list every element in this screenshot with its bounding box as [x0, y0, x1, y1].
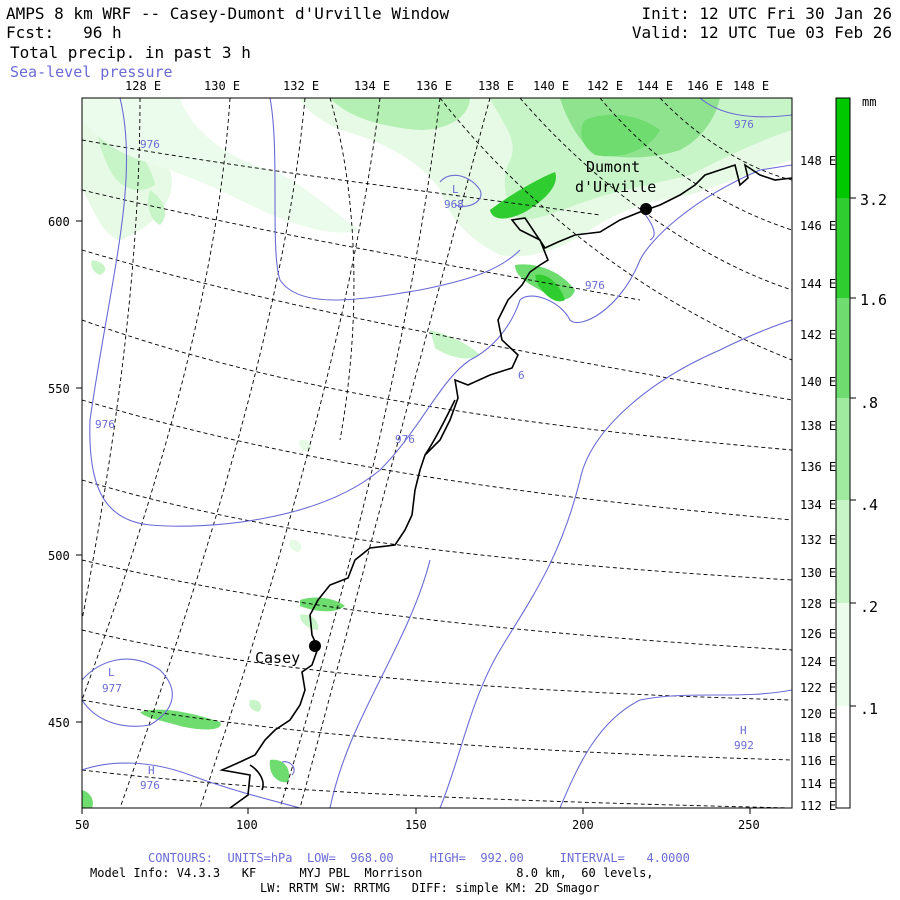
- top-lon-labels: 128 E 130 E 132 E 134 E 136 E 138 E 140 …: [125, 79, 769, 93]
- forecast-hour: Fcst: 96 h: [6, 23, 122, 42]
- lon-label: 130 E: [800, 566, 836, 580]
- lon-label: 134 E: [354, 79, 390, 93]
- right-lon-labels: 148 E 146 E 144 E 142 E 140 E 138 E 136 …: [800, 154, 836, 813]
- lon-label: 134 E: [800, 498, 836, 512]
- precip-shading: [82, 98, 792, 808]
- pressure-contours: [82, 98, 792, 808]
- y-tick-label: 500: [48, 549, 70, 563]
- lon-label: 148 E: [800, 154, 836, 168]
- station-label-durville: d'Urville: [575, 178, 656, 196]
- valid-time: Valid: 12 UTC Tue 03 Feb 26: [631, 23, 892, 42]
- lon-label: 114 E: [800, 777, 836, 791]
- lon-label: 138 E: [800, 419, 836, 433]
- pressure-label: H: [740, 724, 747, 737]
- lon-label: 136 E: [800, 460, 836, 474]
- x-tick-label: 50: [75, 818, 89, 832]
- pressure-label: H: [148, 764, 155, 777]
- lon-label: 126 E: [800, 627, 836, 641]
- colorbar-swatch: [836, 500, 850, 603]
- pressure-label: 976: [140, 779, 160, 792]
- init-time: Init: 12 UTC Fri 30 Jan 26: [641, 4, 892, 23]
- lon-label: 132 E: [800, 533, 836, 547]
- lon-label: 148 E: [733, 79, 769, 93]
- pressure-label-layer: 976 L 968 976 976 976 976 6 L 977 H 976 …: [95, 118, 754, 792]
- lon-label: 146 E: [800, 219, 836, 233]
- x-tick-label: 200: [572, 818, 594, 832]
- y-tick-label: 600: [48, 215, 70, 229]
- pressure-label: 976: [734, 118, 754, 131]
- physics-info: LW: RRTM SW: RRTMG DIFF: simple KM: 2D S…: [260, 881, 600, 895]
- lon-label: 140 E: [800, 375, 836, 389]
- y-tick-label: 550: [48, 382, 70, 396]
- colorbar-swatch: [836, 198, 850, 298]
- station-label-dumont: Dumont: [586, 158, 640, 176]
- pressure-label: 968: [444, 198, 464, 211]
- lon-label: 140 E: [533, 79, 569, 93]
- x-tick-label: 100: [236, 818, 258, 832]
- colorbar-unit: mm: [862, 95, 876, 109]
- contour-info: CONTOURS: UNITS=hPa LOW= 968.00 HIGH= 99…: [148, 851, 690, 865]
- lon-label: 122 E: [800, 681, 836, 695]
- pressure-label: L: [108, 666, 115, 679]
- pressure-label: 976: [140, 138, 160, 151]
- station-dumont-durville: Dumont d'Urville: [575, 158, 656, 215]
- colorbar-swatch-blank: [836, 706, 850, 808]
- colorbar-swatch: [836, 398, 850, 500]
- lon-label: 124 E: [800, 655, 836, 669]
- lon-label: 136 E: [416, 79, 452, 93]
- pressure-label: 976: [95, 418, 115, 431]
- pressure-label: 992: [734, 739, 754, 752]
- colorbar-swatch: [836, 298, 850, 398]
- colorbar-level: 1.6: [860, 291, 887, 309]
- pressure-label: 976: [395, 433, 415, 446]
- lon-label: 142 E: [587, 79, 623, 93]
- colorbar-level: .4: [860, 496, 878, 514]
- lon-label: 116 E: [800, 754, 836, 768]
- lon-label: 146 E: [687, 79, 723, 93]
- lon-label: 144 E: [800, 277, 836, 291]
- station-casey: Casey: [255, 640, 321, 667]
- lon-label: 142 E: [800, 328, 836, 342]
- colorbar-level: 3.2: [860, 191, 887, 209]
- map-frame: [81, 97, 793, 809]
- y-tick-label: 450: [48, 716, 70, 730]
- x-axis-ticks: 50 100 150 200 250: [75, 808, 760, 832]
- colorbar-swatch: [836, 603, 850, 706]
- lon-label: 120 E: [800, 707, 836, 721]
- lon-label: 118 E: [800, 731, 836, 745]
- model-info: Model Info: V4.3.3 KF MYJ PBL Morrison 8…: [90, 866, 654, 880]
- lon-label: 112 E: [800, 799, 836, 813]
- map-title: AMPS 8 km WRF -- Casey-Dumont d'Urville …: [6, 4, 450, 23]
- colorbar-swatch: [836, 98, 850, 198]
- lon-label: 132 E: [283, 79, 319, 93]
- pressure-label: L: [452, 183, 459, 196]
- lon-label: 128 E: [125, 79, 161, 93]
- colorbar-level: .2: [860, 598, 878, 616]
- lon-label: 144 E: [637, 79, 673, 93]
- field-name: Total precip. in past 3 h: [10, 43, 251, 62]
- x-tick-label: 150: [405, 818, 427, 832]
- pressure-label: 976: [585, 279, 605, 292]
- pressure-label: 6: [518, 369, 525, 382]
- y-axis-ticks: 600 550 500 450: [48, 215, 82, 730]
- colorbar: mm 3.2 1.6 .8 .4 .2 .1: [835, 95, 887, 809]
- coastline: [219, 163, 792, 808]
- station-label-casey: Casey: [255, 649, 300, 667]
- lon-label: 138 E: [478, 79, 514, 93]
- colorbar-level: .8: [860, 394, 878, 412]
- x-tick-label: 250: [738, 818, 760, 832]
- overlay-name: Sea-level pressure: [10, 63, 173, 81]
- colorbar-level: .1: [860, 700, 878, 718]
- lon-label: 128 E: [800, 597, 836, 611]
- lon-label: 130 E: [204, 79, 240, 93]
- pressure-label: 977: [102, 682, 122, 695]
